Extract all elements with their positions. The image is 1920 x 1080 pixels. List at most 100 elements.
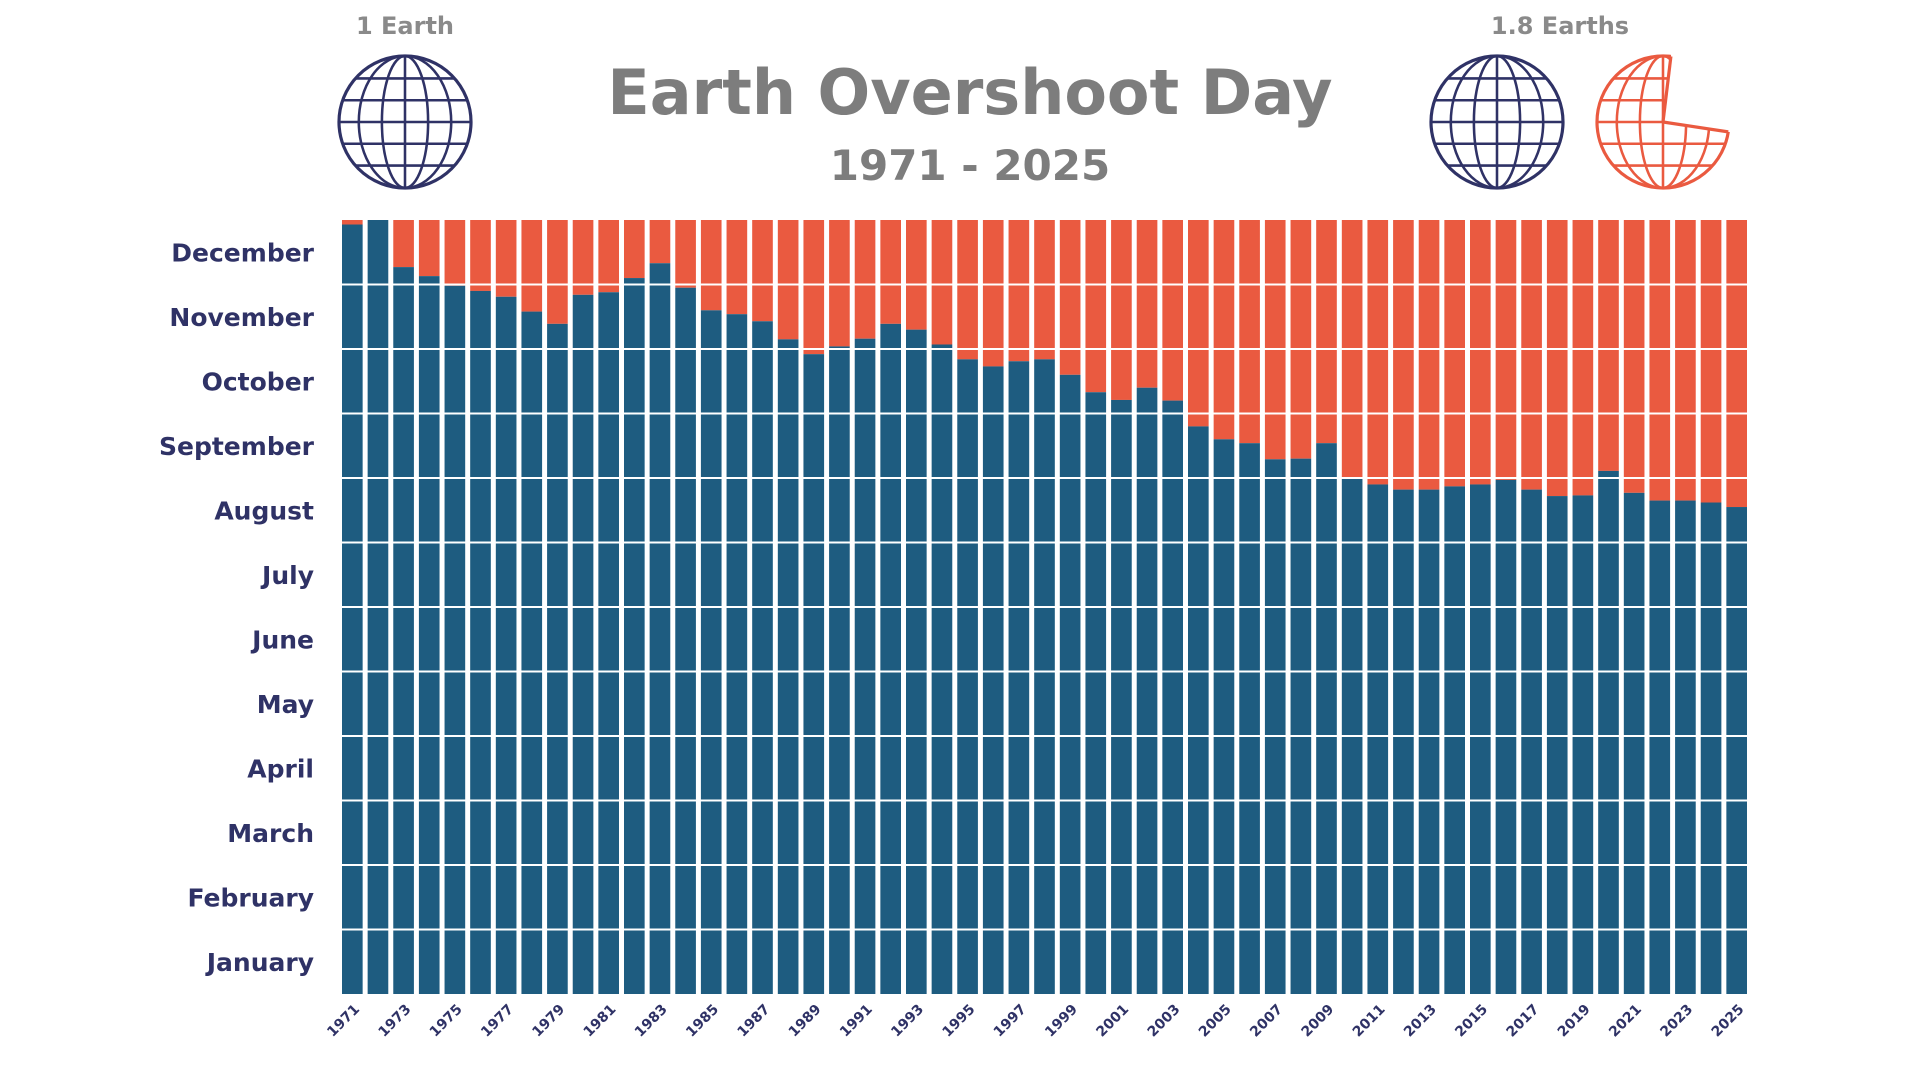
budget-segment	[547, 323, 568, 995]
month-label-may: May	[257, 690, 314, 719]
bar-1990	[829, 220, 850, 994]
overshoot-segment	[1675, 220, 1696, 501]
budget-segment	[1444, 486, 1465, 994]
budget-segment	[1239, 443, 1260, 994]
bar-2008	[1290, 220, 1312, 994]
year-label-2009: 2009	[1298, 1002, 1337, 1041]
budget-segment	[1008, 361, 1030, 994]
budget-segment	[598, 292, 619, 994]
bar-1995	[957, 220, 978, 994]
bar-1996	[982, 220, 1004, 994]
overshoot-segment	[1367, 220, 1389, 485]
budget-segment	[1213, 439, 1235, 994]
year-label-2017: 2017	[1504, 1002, 1543, 1041]
overshoot-segment	[1649, 220, 1671, 501]
month-label-june: June	[250, 625, 314, 654]
overshoot-segment	[854, 220, 876, 339]
budget-segment	[1546, 496, 1568, 994]
bar-1988	[777, 220, 799, 995]
x-axis-labels: 1971 1973 1975 1977 1979 1981 1983 1985 1987 1989…	[324, 1002, 1747, 1041]
budget-segment	[1649, 500, 1671, 994]
budget-segment	[1623, 492, 1645, 994]
bar-1980	[572, 220, 594, 994]
bar-2007	[1264, 220, 1286, 994]
bar-2014	[1444, 220, 1465, 994]
budget-segment	[418, 276, 440, 994]
overshoot-segment	[572, 220, 594, 295]
month-label-february: February	[187, 883, 314, 912]
budget-segment	[1418, 489, 1440, 994]
year-label-2003: 2003	[1145, 1002, 1184, 1041]
bar-2004	[1188, 220, 1209, 994]
bar-2015	[1470, 220, 1491, 994]
year-label-2011: 2011	[1350, 1002, 1389, 1041]
overshoot-segment	[1188, 220, 1209, 427]
bar-1997	[1008, 220, 1030, 994]
overshoot-segment	[726, 220, 748, 315]
budget-segment	[495, 296, 517, 994]
budget-segment	[1393, 489, 1414, 994]
overshoot-segment	[1700, 220, 1722, 503]
overshoot-segment	[1264, 220, 1286, 460]
overshoot-segment	[1008, 220, 1030, 362]
budget-segment	[1367, 484, 1389, 994]
bar-1983	[649, 220, 671, 995]
year-label-1999: 1999	[1042, 1002, 1081, 1041]
bar-1975	[444, 220, 466, 994]
bar-1985	[700, 220, 722, 994]
month-label-august: August	[214, 496, 314, 525]
month-label-september: September	[159, 432, 315, 461]
budget-segment	[1111, 399, 1132, 994]
overshoot-segment	[931, 220, 953, 345]
budget-segment	[1470, 484, 1491, 994]
budget-segment	[675, 287, 696, 995]
budget-segment	[726, 314, 748, 994]
bar-2001	[1111, 220, 1132, 994]
budget-segment	[1162, 400, 1183, 995]
bar-1979	[547, 220, 568, 995]
overshoot-segment	[700, 220, 722, 311]
bar-1977	[495, 220, 517, 994]
bar-2022	[1649, 220, 1671, 994]
bar-1971	[342, 220, 363, 994]
overshoot-segment	[982, 220, 1004, 367]
partial-globe-icon	[1595, 54, 1731, 190]
overshoot-segment	[495, 220, 517, 297]
budget-segment	[982, 366, 1004, 994]
overshoot-segment	[547, 220, 568, 324]
month-label-march: March	[227, 819, 314, 848]
budget-segment	[1675, 500, 1696, 994]
overshoot-segment	[598, 220, 619, 293]
budget-segment	[1598, 470, 1619, 994]
bar-2013	[1418, 220, 1440, 994]
overshoot-segment	[1572, 220, 1594, 496]
budget-segment	[444, 285, 466, 994]
bar-1987	[752, 220, 773, 994]
budget-segment	[1085, 392, 1107, 995]
year-label-1975: 1975	[427, 1002, 466, 1041]
year-label-1991: 1991	[837, 1002, 876, 1041]
bar-2019	[1572, 220, 1594, 994]
chart-title: Earth Overshoot Day	[607, 56, 1332, 129]
overshoot-segment	[1444, 220, 1465, 487]
overshoot-segment	[777, 220, 799, 340]
year-label-1989: 1989	[786, 1002, 825, 1041]
month-label-december: December	[171, 238, 314, 267]
budget-segment	[393, 267, 414, 995]
overshoot-segment	[675, 220, 696, 288]
year-label-1971: 1971	[324, 1002, 363, 1041]
bar-1998	[1034, 220, 1055, 994]
month-label-january: January	[205, 948, 314, 977]
bar-2025	[1726, 220, 1747, 994]
overshoot-segment	[1059, 220, 1081, 375]
month-label-july: July	[260, 561, 314, 590]
bar-2009	[1316, 220, 1337, 994]
bar-2003	[1162, 220, 1183, 995]
bar-1989	[803, 220, 825, 994]
bar-2021	[1623, 220, 1645, 994]
bar-1982	[624, 220, 645, 994]
budget-segment	[931, 344, 953, 995]
year-label-2001: 2001	[1093, 1002, 1132, 1041]
globe-icon	[337, 54, 473, 190]
